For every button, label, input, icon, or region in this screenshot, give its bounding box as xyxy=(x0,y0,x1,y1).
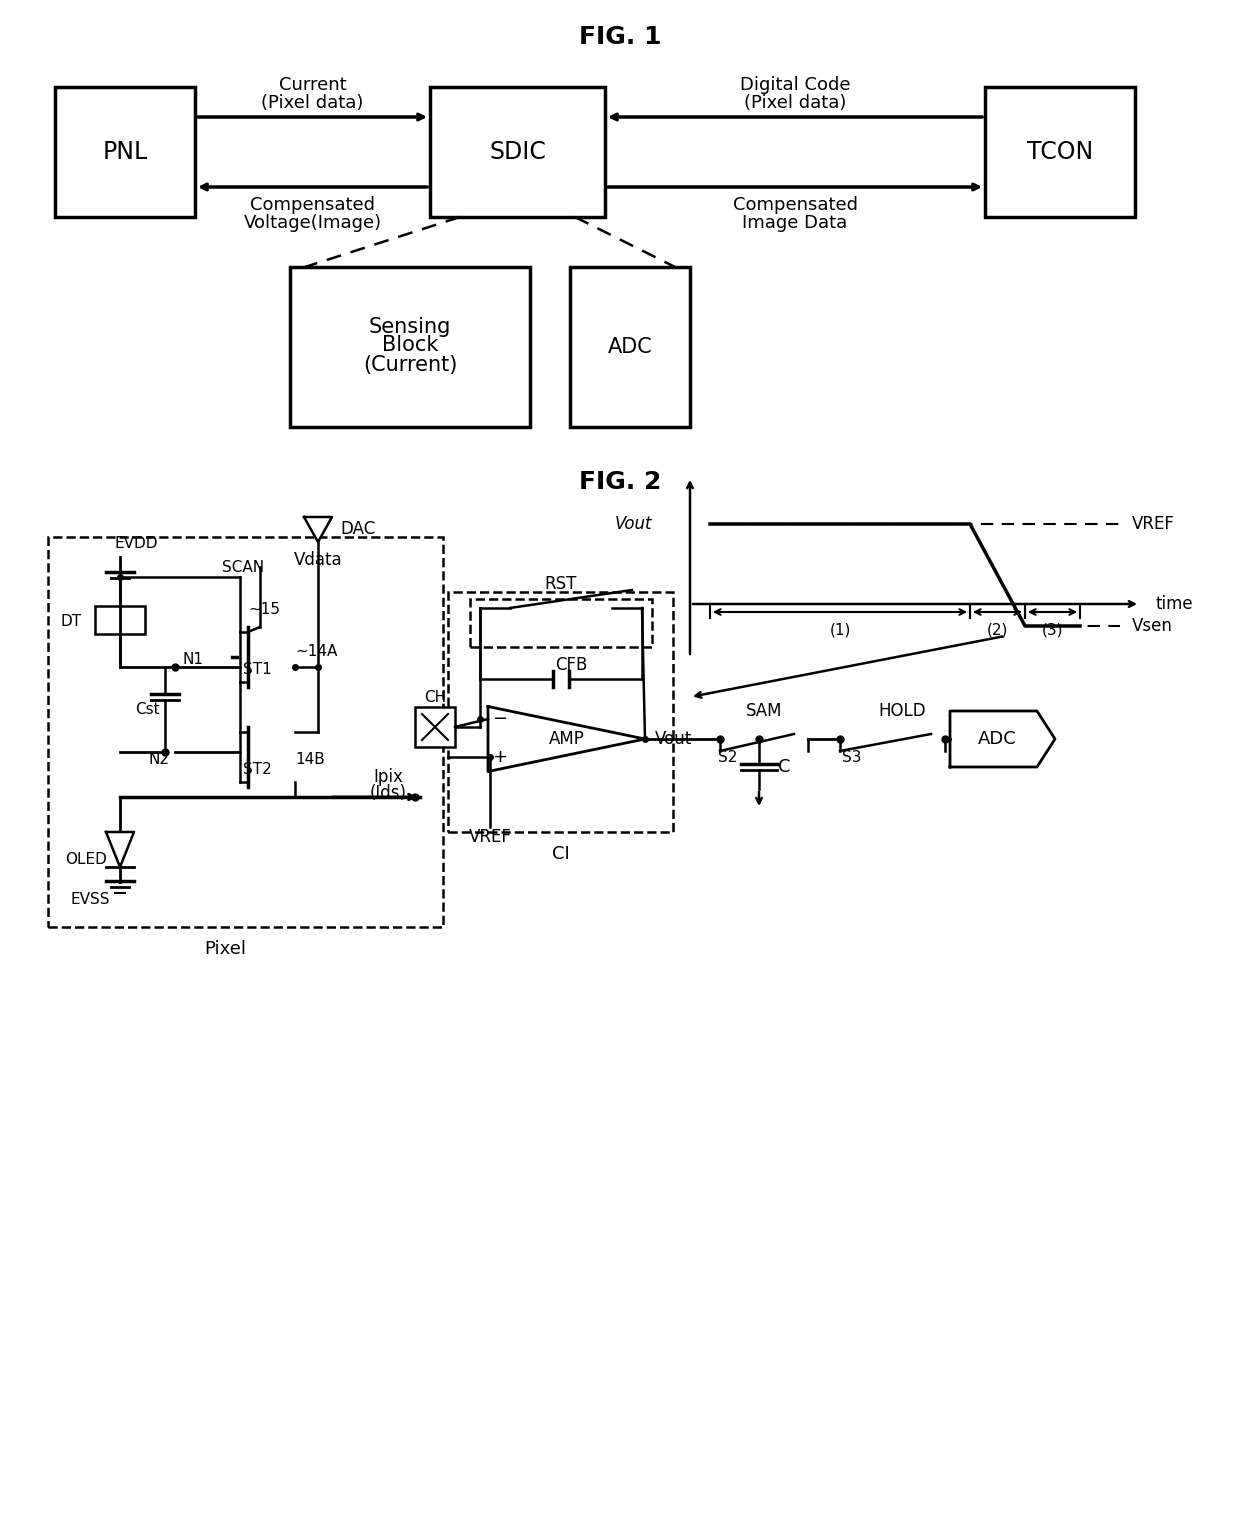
Text: (Pixel data): (Pixel data) xyxy=(262,95,363,111)
Text: (3): (3) xyxy=(1042,623,1063,637)
Polygon shape xyxy=(304,518,332,542)
Text: OLED: OLED xyxy=(64,852,107,867)
Bar xyxy=(570,267,689,428)
Text: Vout: Vout xyxy=(615,515,652,533)
Text: Image Data: Image Data xyxy=(743,214,848,232)
Text: VREF: VREF xyxy=(1132,515,1174,533)
Text: S2: S2 xyxy=(718,750,738,765)
Text: +: + xyxy=(492,748,507,767)
Text: −: − xyxy=(492,710,507,728)
Text: time: time xyxy=(1154,596,1193,612)
Text: Block: Block xyxy=(382,334,438,354)
Text: SAM: SAM xyxy=(745,702,782,721)
Bar xyxy=(95,606,145,634)
Text: Compensated: Compensated xyxy=(733,195,858,214)
Text: 14B: 14B xyxy=(295,751,325,767)
Text: EVDD: EVDD xyxy=(115,536,159,551)
Text: (1): (1) xyxy=(830,623,851,637)
Text: Current: Current xyxy=(279,76,346,95)
Text: ST1: ST1 xyxy=(243,661,272,676)
Text: CI: CI xyxy=(552,844,569,863)
Text: RST: RST xyxy=(544,576,577,592)
Text: S3: S3 xyxy=(842,750,862,765)
Bar xyxy=(415,707,455,747)
Text: Compensated: Compensated xyxy=(250,195,374,214)
Text: HOLD: HOLD xyxy=(879,702,926,721)
Bar xyxy=(430,87,605,217)
Text: ~15: ~15 xyxy=(248,602,280,617)
Bar xyxy=(448,592,673,832)
Text: Digital Code: Digital Code xyxy=(740,76,851,95)
Bar xyxy=(48,538,443,927)
Text: PNL: PNL xyxy=(103,140,148,163)
Text: Ipix: Ipix xyxy=(373,768,403,786)
Text: N1: N1 xyxy=(184,652,205,666)
Text: Sensing: Sensing xyxy=(368,318,451,337)
Text: ST2: ST2 xyxy=(243,762,272,777)
Text: (Current): (Current) xyxy=(363,354,458,376)
Text: Cst: Cst xyxy=(135,701,160,716)
Text: Vdata: Vdata xyxy=(294,551,342,570)
Text: ~14A: ~14A xyxy=(295,644,337,660)
Text: ADC: ADC xyxy=(608,337,652,357)
Text: ADC: ADC xyxy=(978,730,1017,748)
Text: EVSS: EVSS xyxy=(69,892,109,907)
Text: CFB: CFB xyxy=(554,657,588,673)
Text: FIG. 1: FIG. 1 xyxy=(579,24,661,49)
Text: (Ids): (Ids) xyxy=(370,783,407,802)
Text: N2: N2 xyxy=(148,751,169,767)
Text: Voltage(Image): Voltage(Image) xyxy=(243,214,382,232)
Text: VREF: VREF xyxy=(469,828,511,846)
Text: CH: CH xyxy=(424,690,446,704)
Text: Vout: Vout xyxy=(655,730,692,748)
Text: C: C xyxy=(777,757,790,776)
Polygon shape xyxy=(489,707,645,771)
Text: AMP: AMP xyxy=(548,730,584,748)
Polygon shape xyxy=(105,832,134,867)
Bar xyxy=(290,267,529,428)
Text: (2): (2) xyxy=(987,623,1008,637)
Bar xyxy=(470,599,652,647)
Bar xyxy=(55,87,195,217)
Text: SDIC: SDIC xyxy=(489,140,546,163)
Text: DAC: DAC xyxy=(340,521,376,539)
Text: DT: DT xyxy=(60,614,81,629)
Bar xyxy=(985,87,1135,217)
Text: Vsen: Vsen xyxy=(1132,617,1173,635)
Text: (Pixel data): (Pixel data) xyxy=(744,95,846,111)
Text: TCON: TCON xyxy=(1027,140,1094,163)
Text: FIG. 2: FIG. 2 xyxy=(579,470,661,495)
Text: SCAN: SCAN xyxy=(222,559,264,574)
Text: Pixel: Pixel xyxy=(205,941,247,957)
Polygon shape xyxy=(950,712,1055,767)
